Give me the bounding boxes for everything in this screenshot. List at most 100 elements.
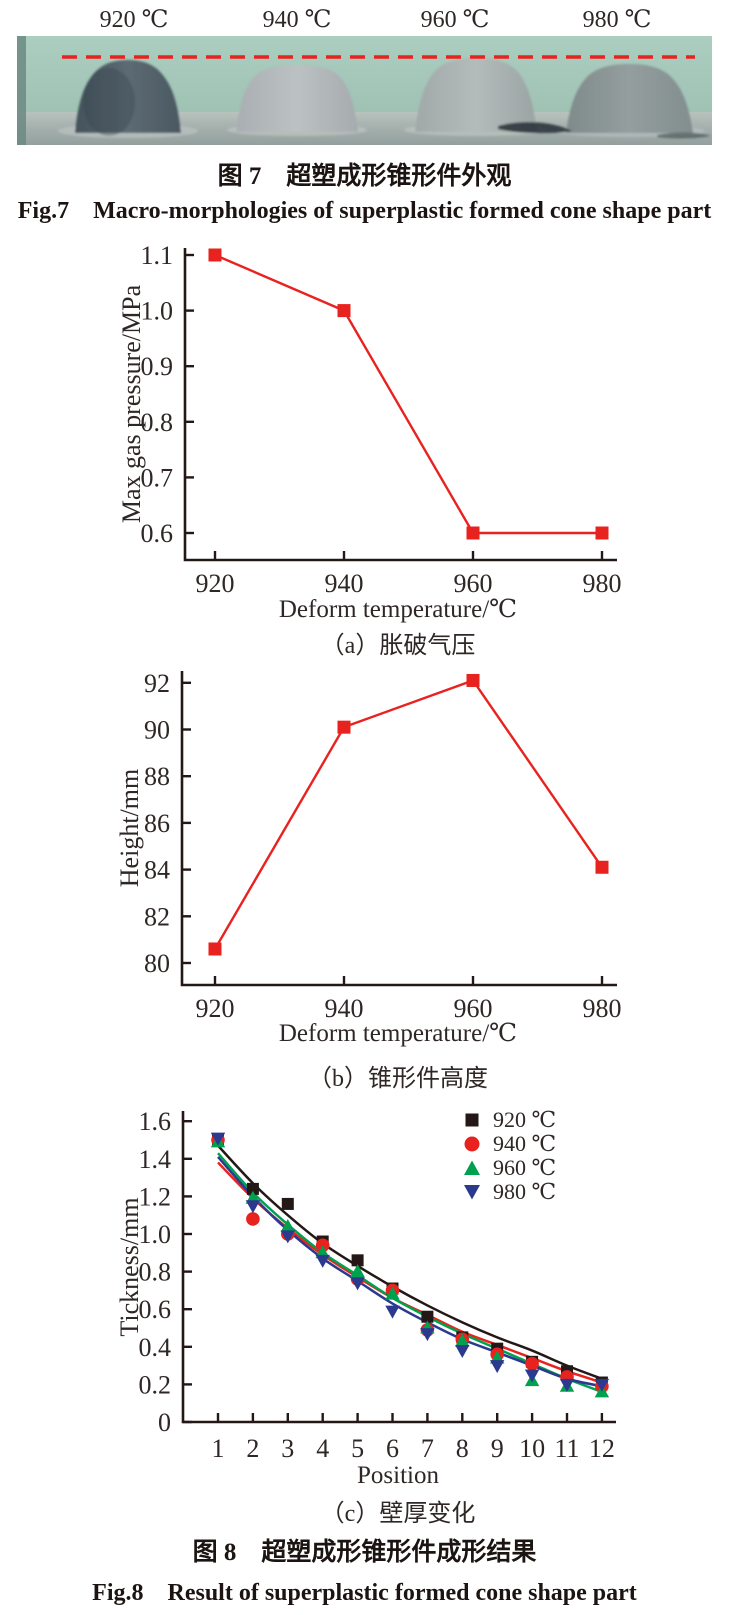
figure7-caption-zh: 图 7 超塑成形锥形件外观 (217, 163, 512, 190)
cone-parts-photo (17, 36, 712, 145)
chart-c-point-940℃-pos2 (246, 1212, 260, 1226)
chart-c-point-980℃-pos1 (210, 1132, 226, 1146)
cone-920-shading (83, 68, 135, 136)
chart-b-ytick-label: 80 (144, 949, 170, 978)
chart-b-data-point-960 (466, 673, 480, 687)
chart-c-xtick-label: 4 (316, 1434, 329, 1463)
chart-c-point-920℃-pos5 (351, 1254, 364, 1267)
chart-c-xtick-label: 12 (589, 1434, 615, 1463)
legend-label: 980 ℃ (493, 1179, 557, 1204)
legend-marker-circle-icon (464, 1136, 480, 1152)
figure8-caption-en: Fig.8 Result of superplastic formed cone… (92, 1580, 637, 1606)
chart-a-data-point-940 (337, 304, 351, 318)
chart-c-point-980℃-pos6 (385, 1305, 400, 1319)
chart-c-xlabel: Position (357, 1462, 439, 1489)
chart-a-xtick-label: 960 (454, 569, 493, 598)
chart-b-xtick-label: 920 (196, 994, 235, 1023)
chart-a-ytick-label: 0.8 (141, 408, 174, 437)
chart-c-ytick-label: 0.4 (139, 1333, 172, 1362)
chart-c-xtick-label: 3 (281, 1434, 294, 1463)
cone-940 (236, 65, 358, 132)
chart-c-point-980℃-pos3 (280, 1230, 295, 1244)
chart-b-axes (180, 671, 617, 987)
chart-b-data-point-920 (208, 942, 222, 956)
legend-item-980: 980 ℃ (460, 1179, 557, 1204)
chart-c-ytick-label: 0 (158, 1408, 171, 1437)
chart-c-ytick-label: 1.6 (139, 1107, 172, 1136)
chart-a-xtick-label: 920 (196, 569, 235, 598)
photo-temp-label-940: 940 ℃ (262, 7, 332, 33)
chart-c-trend-920℃ (217, 1144, 603, 1380)
chart-c-point-980℃-pos2 (245, 1200, 261, 1214)
chart-b-data-point-940 (337, 720, 351, 734)
chart-c-xtick-label: 10 (519, 1434, 545, 1463)
chart-a-data-point-960 (466, 526, 480, 540)
chart-c-xtick-label: 2 (246, 1434, 259, 1463)
chart-b-xtick-label: 960 (454, 994, 493, 1023)
legend-label: 960 ℃ (493, 1155, 557, 1180)
chart-c-point-980℃-pos7 (420, 1328, 435, 1342)
chart-b-ylabel: Height/mm (115, 768, 144, 888)
chart-c-xtick-label: 6 (386, 1434, 399, 1463)
dark-flake-right (657, 132, 711, 139)
chart-b-ytick-label: 90 (144, 716, 170, 745)
legend-marker-triangle-up-icon (464, 1160, 480, 1175)
chart-c-point-980℃-pos10 (524, 1369, 540, 1383)
photo-temp-label-980: 980 ℃ (582, 7, 652, 33)
photo-temp-label-920: 920 ℃ (99, 7, 169, 33)
chart-b-ytick-label: 82 (144, 902, 170, 931)
chart-a-ylabel: Max gas pressure/MPa (117, 284, 146, 524)
legend-item-960: 960 ℃ (460, 1155, 557, 1180)
chart-b-ytick-label: 84 (144, 856, 170, 885)
chart-c-ytick-label: 0.6 (139, 1295, 172, 1324)
chart-c-legend: 920 ℃ 940 ℃ 960 ℃ 980 ℃ (460, 1107, 557, 1204)
chart-a-xlabel: Deform temperature/℃ (278, 596, 518, 623)
cone-960 (415, 58, 537, 132)
chart-c-xtick-label: 7 (421, 1434, 434, 1463)
chart-c-point-920℃-pos7 (421, 1310, 434, 1323)
chart-c-xtick-label: 9 (491, 1434, 504, 1463)
chart-b-xtick-label: 980 (583, 994, 622, 1023)
chart-a-data-point-980 (595, 526, 609, 540)
legend-item-940: 940 ℃ (460, 1131, 557, 1156)
figure8-caption-zh: 图 8 超塑成形锥形件成形结果 (192, 1539, 537, 1566)
chart-c-point-940℃-pos10 (525, 1356, 539, 1371)
chart-b-ytick-label: 88 (144, 762, 170, 791)
chart-c-point-980℃-pos4 (315, 1254, 330, 1268)
chart-a-ytick-label: 0.9 (141, 352, 174, 381)
chart-c-point-920℃-pos2 (246, 1182, 259, 1195)
chart-c-point-960℃-pos5 (350, 1264, 365, 1278)
chart-c-ytick-label: 1.4 (139, 1145, 172, 1174)
photo-temp-label-960: 960 ℃ (420, 7, 490, 33)
chart-c-point-980℃-pos11 (559, 1378, 575, 1392)
chart-c-subcaption: （c）壁厚变化 (320, 1501, 476, 1527)
chart-c-xtick-label: 5 (351, 1434, 364, 1463)
chart-c-ylabel: Tickness/mm (115, 1197, 144, 1337)
chart-a-ytick-label: 1.1 (141, 241, 174, 270)
chart-a-axes (183, 248, 617, 562)
chart-c-point-980℃-pos8 (455, 1345, 470, 1359)
chart-c-point-960℃-pos8 (455, 1333, 470, 1347)
chart-c-point-960℃-pos6 (385, 1286, 400, 1300)
chart-c-xtick-label: 11 (554, 1434, 579, 1463)
legend-marker-triangle-down-icon (464, 1185, 480, 1200)
chart-c-xtick-label: 8 (456, 1434, 469, 1463)
cone-980 (566, 64, 693, 133)
chart-b-data-point-980 (595, 860, 609, 874)
legend-item-920: 920 ℃ (460, 1107, 556, 1132)
chart-b-series-line (213, 679, 603, 950)
legend-label: 940 ℃ (493, 1131, 557, 1156)
chart-b-xlabel: Deform temperature/℃ (278, 1020, 518, 1047)
chart-a-subcaption: （a）胀破气压 (320, 633, 476, 659)
chart-a-ytick-label: 0.7 (141, 463, 174, 492)
chart-c-point-960℃-pos3 (280, 1218, 295, 1232)
chart-a-ytick-label: 1.0 (141, 297, 174, 326)
dark-flake (498, 122, 572, 134)
chart-b-xtick-label: 940 (325, 994, 364, 1023)
chart-a-xtick-label: 940 (325, 569, 364, 598)
figure7-caption-en: Fig.7 Macro-morphologies of superplastic… (17, 198, 712, 224)
chart-c-ytick-label: 1.2 (139, 1182, 172, 1211)
chart-c-ytick-label: 0.2 (139, 1370, 172, 1399)
